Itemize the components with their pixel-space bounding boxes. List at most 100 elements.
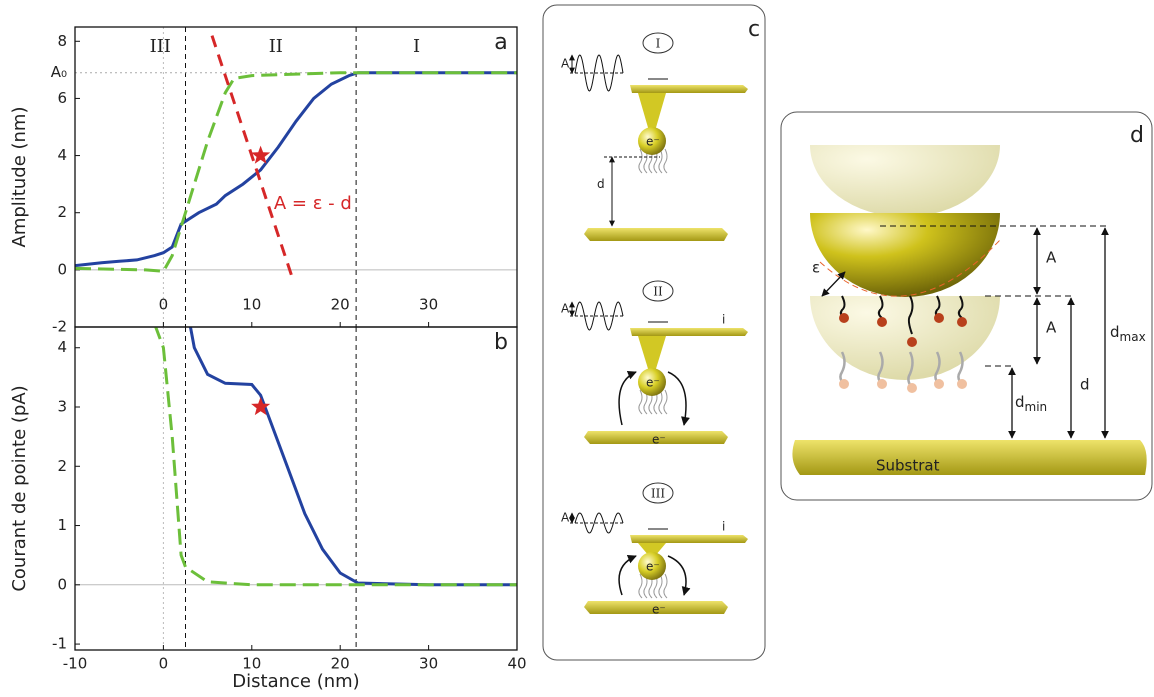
plot-clip [154,327,517,587]
data-line [75,71,517,268]
ligand [663,573,668,599]
stage-sketch [569,280,748,444]
y-tick-label: 1 [57,516,67,534]
dmin-sub: min [1025,400,1048,414]
y-tick-label: 3 [57,398,67,416]
dmax-label: dmax [1110,323,1146,344]
electron-label: e⁻ [652,433,666,447]
cantilever [630,85,748,93]
distance-label: d [597,177,605,191]
y-tick-label: 2 [57,457,67,475]
electron-path [667,555,691,596]
stage-badge [642,32,674,54]
plot-clip [75,35,517,277]
cantilever [630,328,748,336]
star-marker [251,397,271,416]
oscillation [574,301,624,331]
amplitude-label: A [561,511,570,525]
ligand [638,389,643,415]
dmax-sub: max [1120,330,1146,344]
ligand [638,573,643,599]
electron-label: e⁻ [646,376,660,390]
oscillation [574,512,624,534]
region-label: III [150,36,171,57]
amplitude-label: A [1046,249,1057,267]
oscillation [574,54,624,92]
ligand [658,573,663,599]
electron-label: e⁻ [652,603,666,617]
nanoparticle [638,127,666,155]
y-tick-label: 4 [57,146,67,164]
data-line [154,327,517,587]
x-tick-label: 0 [159,655,169,673]
x-tick-label: 40 [507,655,526,673]
electron-path [667,371,690,426]
substrate [584,431,728,444]
dmax-base: d [1110,323,1120,341]
panel-label: b [494,330,508,355]
y-axis-label: Courant de pointe (pA) [9,385,30,591]
stage-label: I [656,37,661,51]
amplitude-label: A [1046,319,1057,337]
y-tick-label: 8 [57,32,67,50]
ligand [663,148,668,174]
annotation: A = ε - d [274,193,352,214]
epsilon-label: ε [812,259,820,277]
stage-sketch [569,32,748,241]
plot-frame [74,326,518,651]
y-tick-label: -1 [52,635,67,653]
y-tick-label: 2 [57,203,67,221]
y-tick-label: 0 [57,575,67,593]
substrate [584,228,728,241]
tip [638,336,666,372]
x-tick-label: 20 [331,296,350,314]
current-label: i [722,520,725,534]
tip [638,543,666,556]
panel-label: a [494,30,507,55]
x-tick-label: 10 [242,655,261,673]
star-marker [251,145,271,164]
panel-c-frame [542,4,766,661]
amplitude-label: A [561,302,570,316]
stage-label: II [653,285,663,299]
x-tick-label: 0 [159,296,169,314]
electron-path [618,370,637,426]
ligand [658,148,663,174]
nanoparticle [638,552,666,580]
ligand [663,389,668,415]
x-tick-label: 30 [419,655,438,673]
electron-label: e⁻ [646,135,660,149]
x-tick-label: 30 [419,296,438,314]
panel-d-frame [780,111,1153,501]
region-label: I [413,36,420,57]
data-line [188,327,517,587]
tip [638,93,666,131]
panel-d-label: d [1130,123,1144,148]
x-tick-label: 20 [331,655,350,673]
panel-d-drawing [792,145,1147,475]
cantilever [630,535,748,543]
substrate-label: Substrat [876,457,940,475]
y-axis-label: Amplitude (nm) [9,107,30,248]
stage-badge [642,482,674,504]
x-axis-label: Distance (nm) [232,671,359,692]
electron-path [618,554,637,596]
stage-badge [642,280,674,302]
distance-label: d [1080,376,1090,394]
stage-sketch [569,482,748,614]
y-tick-label: 0 [57,260,67,278]
region-label: II [269,36,283,57]
x-tick-label: 10 [242,296,261,314]
amplitude-label: A [561,57,570,71]
dmin-label: dmin [1015,393,1047,414]
panel-c-label: c [748,17,760,42]
nanoparticle [638,368,666,396]
ligand [658,389,663,415]
ligand [638,148,643,174]
current-label: i [722,313,725,327]
data-line [75,71,517,273]
y-tick-label: A₀ [51,63,67,81]
substrate [584,601,728,614]
y-tick-label: 6 [57,89,67,107]
y-tick-label: -2 [52,318,67,336]
